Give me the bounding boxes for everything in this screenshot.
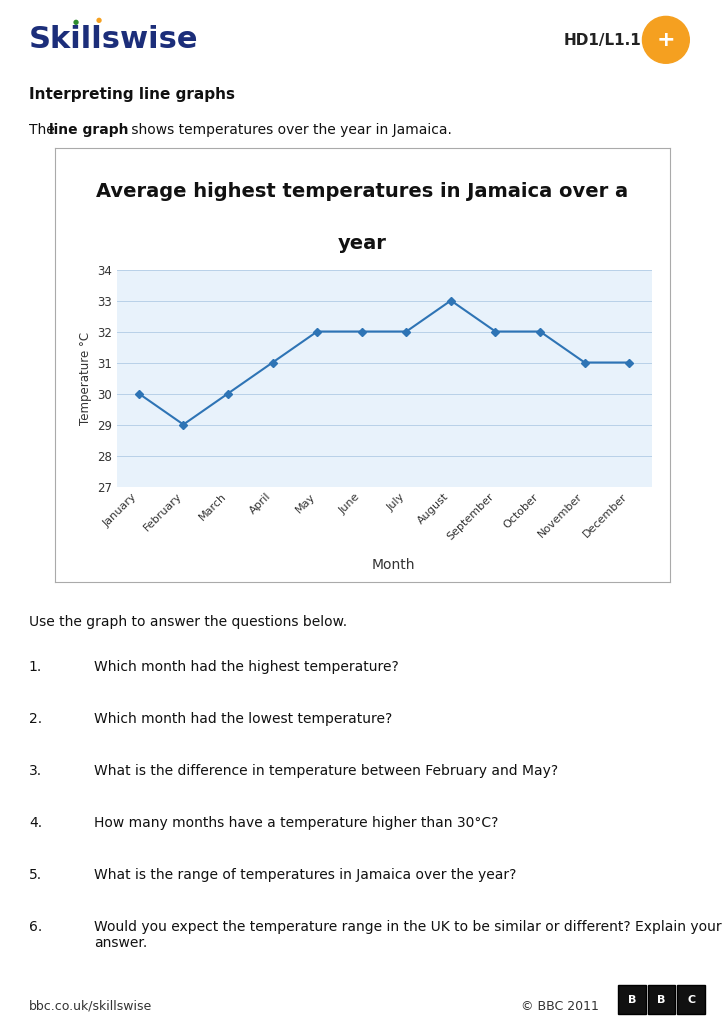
Text: How many months have a temperature higher than 30°C?: How many months have a temperature highe…	[94, 816, 498, 830]
Y-axis label: Temperature °C: Temperature °C	[80, 332, 93, 425]
Text: 1.: 1.	[29, 660, 42, 674]
Text: Average highest temperatures in Jamaica over a: Average highest temperatures in Jamaica …	[96, 182, 628, 201]
Text: ●: ●	[72, 19, 78, 25]
Text: Skillswise: Skillswise	[29, 26, 198, 54]
Text: 3.: 3.	[29, 764, 42, 778]
Text: HD1/L1.1: HD1/L1.1	[564, 33, 642, 47]
Text: C: C	[687, 994, 696, 1005]
Text: Interpreting line graphs: Interpreting line graphs	[29, 87, 235, 102]
Text: 5.: 5.	[29, 868, 42, 882]
Text: B: B	[657, 994, 666, 1005]
Text: What is the difference in temperature between February and May?: What is the difference in temperature be…	[94, 764, 558, 778]
Text: line graph: line graph	[49, 123, 129, 137]
Circle shape	[643, 16, 689, 63]
Text: Would you expect the temperature range in the UK to be similar or different? Exp: Would you expect the temperature range i…	[94, 920, 722, 950]
Text: 4.: 4.	[29, 816, 42, 830]
Text: bbc.co.uk/skillswise: bbc.co.uk/skillswise	[29, 999, 152, 1013]
Text: +: +	[656, 30, 675, 50]
Text: Use the graph to answer the questions below.: Use the graph to answer the questions be…	[29, 615, 347, 629]
Text: Which month had the highest temperature?: Which month had the highest temperature?	[94, 660, 399, 674]
Text: Which month had the lowest temperature?: Which month had the lowest temperature?	[94, 712, 393, 726]
Text: 2.: 2.	[29, 712, 42, 726]
Text: What is the range of temperatures in Jamaica over the year?: What is the range of temperatures in Jam…	[94, 868, 516, 882]
Text: ●: ●	[96, 17, 102, 23]
Text: B: B	[628, 994, 636, 1005]
Text: 6.: 6.	[29, 920, 42, 934]
Text: shows temperatures over the year in Jamaica.: shows temperatures over the year in Jama…	[127, 123, 451, 137]
Text: © BBC 2011: © BBC 2011	[521, 999, 599, 1013]
Text: The: The	[29, 123, 59, 137]
Text: year: year	[338, 233, 387, 253]
Text: Month: Month	[372, 558, 415, 571]
